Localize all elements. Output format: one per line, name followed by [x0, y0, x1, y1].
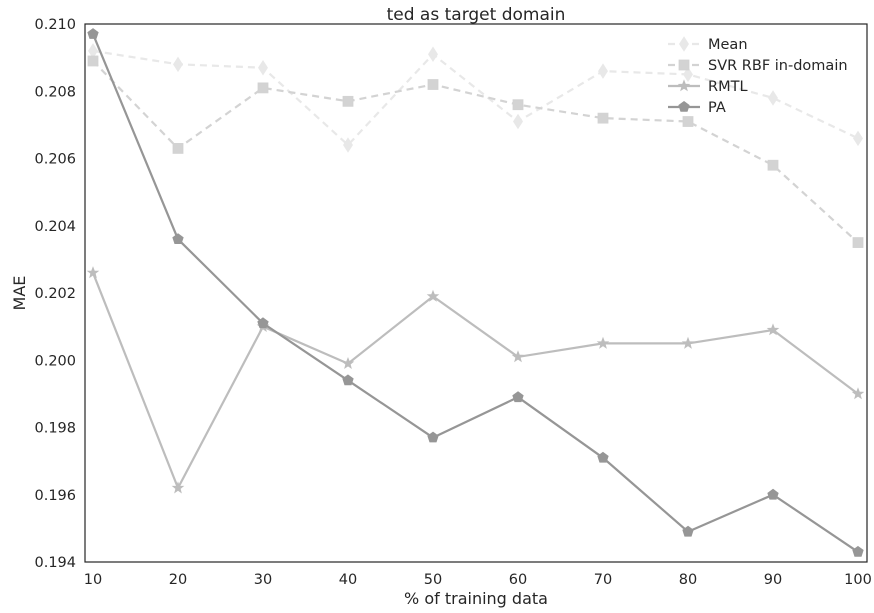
- data-point-svr-rbf-in-domain: [257, 82, 269, 94]
- data-point-pa: [852, 545, 864, 557]
- y-tick-label: 0.204: [34, 219, 76, 235]
- legend-marker-mean: [679, 36, 689, 52]
- data-point-svr-rbf-in-domain: [597, 112, 609, 124]
- x-tick-label: 50: [424, 572, 442, 588]
- data-point-mean: [258, 59, 268, 76]
- data-point-pa: [257, 317, 269, 329]
- data-point-svr-rbf-in-domain: [342, 95, 354, 107]
- data-point-svr-rbf-in-domain: [682, 116, 694, 127]
- data-point-mean: [598, 63, 608, 79]
- data-point-svr-rbf-in-domain: [427, 79, 439, 90]
- series-svr-rbf-in-domain: [87, 55, 864, 248]
- legend-marker-svr-rbf-in-domain: [678, 59, 690, 71]
- data-point-mean: [428, 46, 438, 63]
- data-point-rmtl: [851, 387, 865, 400]
- x-tick-label: 20: [169, 572, 187, 588]
- x-tick-labels: 10 20 30 40 50 60 70 80 90 100: [84, 572, 872, 588]
- series-layer: [86, 28, 865, 557]
- data-point-mean: [513, 113, 523, 130]
- x-tick-label: 90: [764, 572, 782, 588]
- y-axis-title: MAE: [10, 276, 29, 311]
- chart-title: ted as target domain: [387, 5, 566, 25]
- x-tick-label: 10: [84, 572, 102, 588]
- legend: Mean SVR RBF in-domain RMTL PA: [668, 36, 848, 116]
- legend-label-rmtl: RMTL: [708, 79, 748, 95]
- data-point-pa: [342, 374, 354, 386]
- data-point-svr-rbf-in-domain: [512, 99, 524, 111]
- data-point-svr-rbf-in-domain: [767, 159, 779, 171]
- x-tick-label: 80: [679, 572, 697, 588]
- data-point-svr-rbf-in-domain: [172, 143, 184, 154]
- legend-item-pa: PA: [668, 100, 726, 116]
- y-tick-label: 0.206: [34, 152, 76, 168]
- data-point-pa: [172, 233, 184, 245]
- series-mean: [88, 43, 863, 153]
- data-point-mean: [343, 137, 353, 153]
- data-point-pa: [427, 431, 439, 443]
- y-tick-label: 0.196: [34, 488, 76, 504]
- legend-item-svr-rbf-in-domain: SVR RBF in-domain: [668, 58, 848, 74]
- data-point-rmtl: [171, 481, 185, 494]
- data-point-rmtl: [511, 350, 525, 363]
- x-tick-label: 60: [509, 572, 527, 588]
- data-point-pa: [512, 391, 524, 403]
- series-rmtl: [86, 266, 865, 494]
- legend-item-rmtl: RMTL: [668, 79, 748, 95]
- data-point-svr-rbf-in-domain: [852, 237, 864, 248]
- legend-label-pa: PA: [708, 100, 726, 116]
- y-tick-label: 0.202: [34, 286, 76, 302]
- data-point-mean: [173, 56, 183, 73]
- x-tick-label: 70: [594, 572, 612, 588]
- y-tick-label: 0.208: [34, 84, 76, 100]
- x-tick-label: 100: [844, 572, 872, 588]
- data-point-rmtl: [426, 289, 440, 302]
- plot-frame: [84, 23, 868, 563]
- data-point-pa: [597, 451, 609, 463]
- y-tick-labels: 0.194 0.196 0.198 0.200 0.202 0.204 0.206 0.208…: [34, 17, 76, 571]
- y-tick-label: 0.210: [34, 17, 76, 33]
- data-point-rmtl: [766, 323, 780, 336]
- legend-marker-rmtl: [677, 79, 691, 92]
- y-tick-label: 0.200: [34, 353, 76, 369]
- data-point-rmtl: [341, 356, 355, 370]
- data-point-mean: [683, 66, 693, 83]
- series-line-mean: [92, 49, 859, 147]
- data-point-rmtl: [681, 336, 695, 349]
- data-point-pa: [87, 28, 99, 39]
- x-axis-title: % of training data: [404, 589, 548, 608]
- y-tick-label: 0.194: [34, 555, 76, 571]
- data-point-svr-rbf-in-domain: [87, 55, 99, 67]
- legend-marker-pa: [678, 101, 690, 112]
- data-point-rmtl: [596, 336, 610, 349]
- legend-item-mean: Mean: [668, 36, 748, 53]
- data-point-mean: [853, 130, 863, 147]
- series-line-rmtl: [91, 272, 859, 491]
- data-point-mean: [768, 90, 778, 106]
- series-line-svr-rbf-in-domain: [92, 60, 859, 244]
- x-tick-label: 30: [254, 572, 272, 588]
- legend-label-svr-rbf-in-domain: SVR RBF in-domain: [708, 58, 848, 74]
- series-pa: [87, 28, 864, 557]
- data-point-pa: [682, 525, 694, 537]
- legend-label-mean: Mean: [708, 37, 748, 53]
- series-line-pa: [91, 33, 859, 553]
- data-point-pa: [767, 488, 779, 500]
- data-point-rmtl: [86, 266, 100, 279]
- x-tick-label: 40: [339, 572, 357, 588]
- y-tick-label: 0.198: [34, 421, 76, 437]
